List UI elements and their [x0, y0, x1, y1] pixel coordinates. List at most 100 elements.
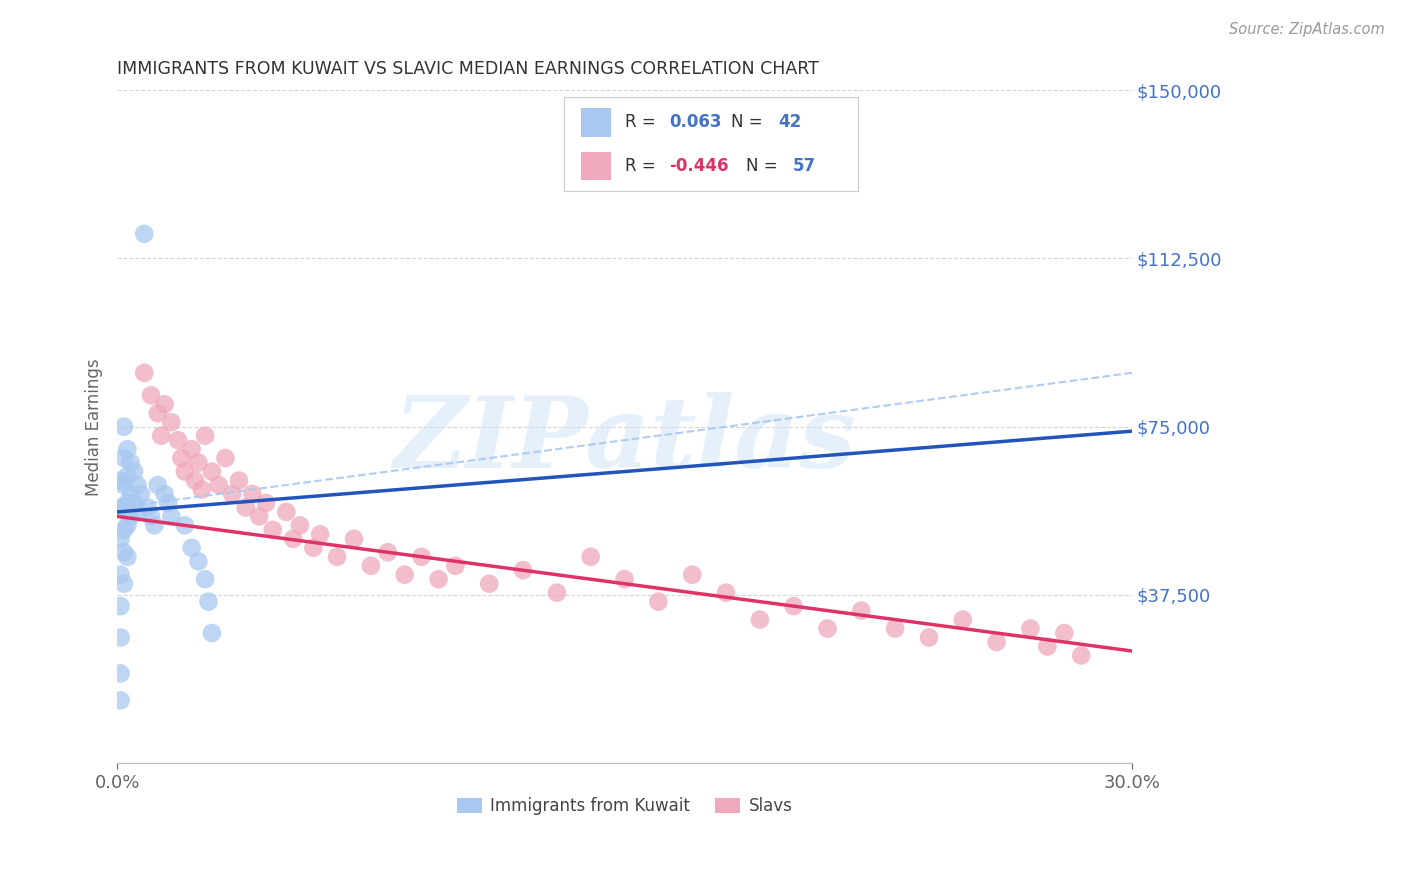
Point [952, 613, 974, 627]
Point [120, 456, 142, 470]
Point [512, 563, 534, 577]
Point [134, 366, 156, 380]
Point [986, 635, 1008, 649]
Y-axis label: Median Earnings: Median Earnings [86, 358, 103, 496]
Point [146, 406, 169, 420]
Point [173, 465, 195, 479]
Point [110, 631, 132, 645]
Point [1036, 640, 1059, 654]
Point [194, 572, 217, 586]
Point [714, 585, 737, 599]
Point [394, 567, 416, 582]
Point [851, 604, 873, 618]
Point [242, 487, 264, 501]
Point [136, 500, 159, 515]
Point [110, 532, 132, 546]
Legend: Immigrants from Kuwait, Slavs: Immigrants from Kuwait, Slavs [450, 790, 799, 822]
Point [110, 599, 132, 614]
Point [170, 451, 193, 466]
Point [167, 433, 190, 447]
Point [1019, 622, 1042, 636]
Point [411, 549, 433, 564]
Point [221, 487, 243, 501]
Point [173, 518, 195, 533]
Point [143, 518, 166, 533]
Point [647, 594, 669, 608]
Point [112, 451, 135, 466]
Point [579, 549, 602, 564]
Point [184, 474, 207, 488]
Point [681, 567, 703, 582]
Point [201, 465, 224, 479]
Point [117, 442, 139, 457]
Point [180, 541, 202, 555]
Point [153, 487, 176, 501]
Point [129, 487, 152, 501]
Text: IMMIGRANTS FROM KUWAIT VS SLAVIC MEDIAN EARNINGS CORRELATION CHART: IMMIGRANTS FROM KUWAIT VS SLAVIC MEDIAN … [117, 60, 820, 78]
Point [208, 478, 231, 492]
Point [112, 419, 135, 434]
Point [197, 594, 219, 608]
Point [110, 474, 132, 488]
Point [180, 442, 202, 457]
Point [112, 523, 135, 537]
Point [160, 509, 183, 524]
Point [288, 518, 311, 533]
Point [117, 496, 139, 510]
Point [276, 505, 298, 519]
Point [309, 527, 332, 541]
Point [120, 509, 142, 524]
Point [247, 509, 270, 524]
Point [613, 572, 636, 586]
Point [139, 388, 162, 402]
Point [1070, 648, 1092, 663]
Point [110, 693, 132, 707]
Point [343, 532, 366, 546]
Point [110, 666, 132, 681]
Point [377, 545, 399, 559]
Point [782, 599, 804, 614]
Point [201, 626, 224, 640]
Point [235, 500, 257, 515]
Point [134, 227, 156, 241]
Point [254, 496, 277, 510]
Point [360, 558, 382, 573]
Point [127, 505, 149, 519]
Point [194, 428, 217, 442]
Point [110, 500, 132, 515]
Point [139, 509, 162, 524]
Point [146, 478, 169, 492]
Point [112, 500, 135, 515]
Point [127, 478, 149, 492]
Point [156, 496, 179, 510]
Point [748, 613, 770, 627]
Point [150, 428, 173, 442]
Point [190, 483, 212, 497]
Point [117, 549, 139, 564]
Point [262, 523, 284, 537]
Point [110, 567, 132, 582]
Point [546, 585, 568, 599]
Point [444, 558, 467, 573]
Point [112, 576, 135, 591]
Point [122, 496, 145, 510]
Point [120, 487, 142, 501]
Point [228, 474, 250, 488]
Point [112, 478, 135, 492]
Point [122, 465, 145, 479]
Point [281, 532, 304, 546]
Point [326, 549, 349, 564]
Point [112, 545, 135, 559]
Point [153, 397, 176, 411]
Point [918, 631, 941, 645]
Point [117, 469, 139, 483]
Point [302, 541, 325, 555]
Point [187, 456, 209, 470]
Point [884, 622, 907, 636]
Point [160, 415, 183, 429]
Point [478, 576, 501, 591]
Text: Source: ZipAtlas.com: Source: ZipAtlas.com [1229, 22, 1385, 37]
Point [187, 554, 209, 568]
Text: ZIPatlas: ZIPatlas [394, 392, 856, 489]
Point [1053, 626, 1076, 640]
